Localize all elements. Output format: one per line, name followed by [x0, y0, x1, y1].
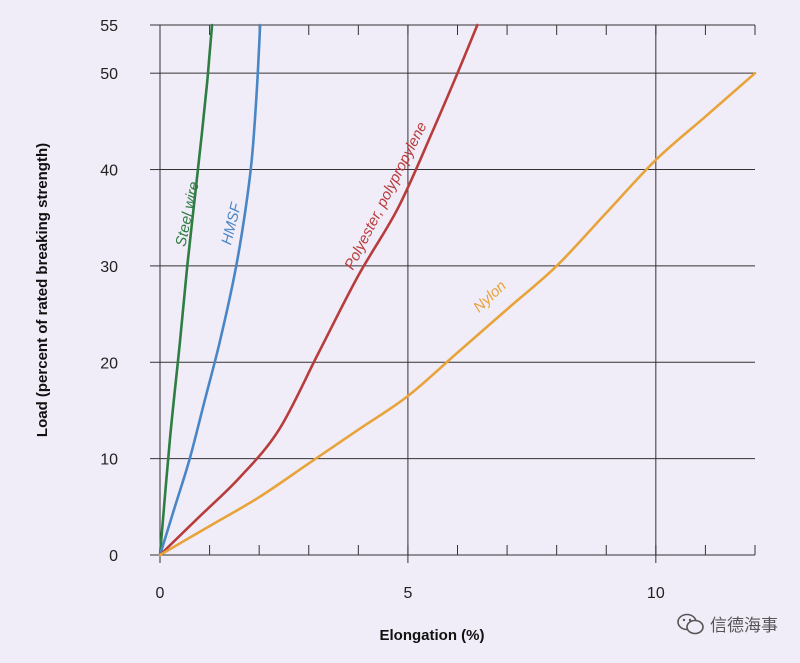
curve-polyester-polypropylene	[158, 23, 479, 557]
watermark-text: 信德海事	[710, 616, 778, 635]
y-tick-label: 40	[100, 163, 118, 180]
curves	[158, 23, 757, 557]
grid	[150, 24, 756, 563]
y-tick-label: 30	[100, 259, 118, 276]
curve-steel-wire	[158, 23, 214, 557]
label-polyester-polypropylene: Polyester, polypropylene	[341, 119, 430, 272]
curve-nylon	[158, 71, 757, 557]
curve-hmsf	[158, 23, 262, 557]
y-tick-label: 20	[100, 355, 118, 372]
y-tick-label: 10	[100, 452, 118, 469]
y-tick-label: 55	[100, 18, 118, 35]
x-tick-label: 5	[403, 585, 412, 602]
y-tick-label: 50	[100, 66, 118, 83]
y-axis-title: Load (percent of rated breaking strength…	[34, 143, 51, 437]
x-axis-title: Elongation (%)	[380, 627, 485, 644]
label-steel-wire: Steel wire	[172, 180, 202, 248]
watermark: 信德海事	[676, 611, 778, 636]
tick-labels: 0 10 20 30 40 50 55 0 5 10	[100, 18, 665, 602]
y-tick-label: 0	[109, 548, 118, 565]
label-nylon: Nylon	[470, 277, 510, 316]
x-tick-label: 0	[156, 585, 165, 602]
wechat-icon	[677, 613, 704, 634]
x-tick-label: 10	[647, 585, 665, 602]
curve-labels: Steel wire HMSF Polyester, polypropyleneNy…	[172, 119, 509, 316]
